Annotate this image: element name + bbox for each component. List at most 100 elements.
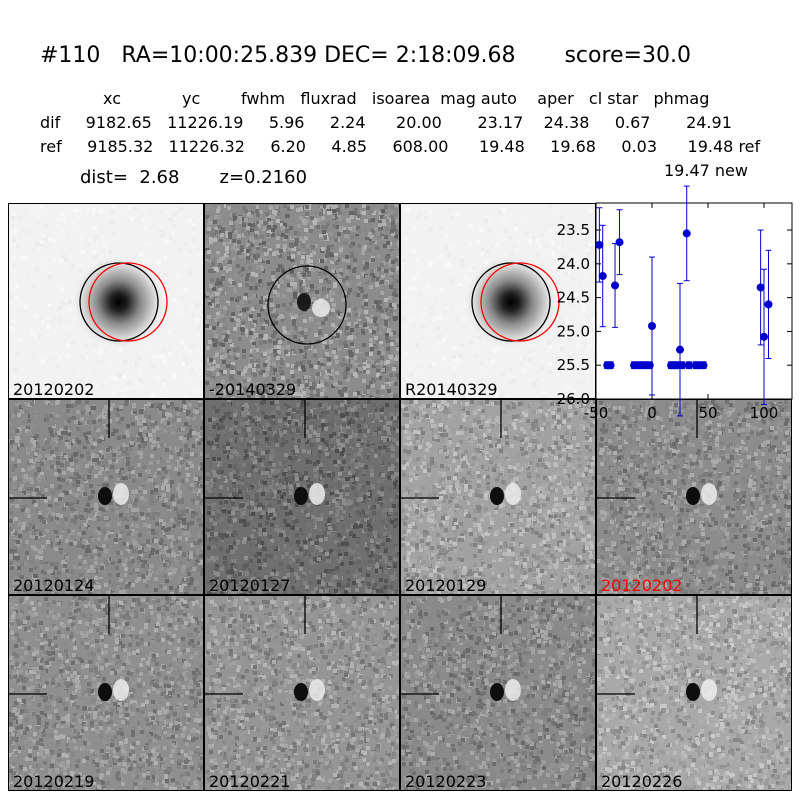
y-tick-label: 25.0	[557, 322, 590, 340]
noise-texture	[597, 596, 791, 790]
top-panel: R20140329	[400, 203, 596, 399]
stamp-date-label: 20120226	[601, 772, 683, 791]
data-point	[645, 361, 654, 370]
data-point	[764, 300, 773, 309]
noise-texture	[205, 400, 399, 594]
stamp-image	[205, 596, 399, 790]
y-tick-label: 24.5	[557, 289, 590, 307]
red-aperture-circle	[480, 262, 560, 342]
stamp-date-label: 20120221	[209, 772, 291, 791]
stamp-date-label: 20120127	[209, 576, 291, 595]
stamp-image	[401, 204, 595, 398]
red-aperture-circle	[88, 262, 168, 342]
stamp-image	[597, 596, 791, 790]
top-panel: 20120202	[8, 203, 204, 399]
noise-texture	[205, 596, 399, 790]
black-aperture-circle	[471, 262, 551, 342]
stamp-image	[9, 204, 203, 398]
stamp-image	[401, 400, 595, 594]
x-tick-label: 100	[750, 404, 779, 422]
noise-texture	[9, 400, 203, 594]
ref-row: ref 9185.32 11226.32 6.20 4.85 608.00 19…	[40, 137, 761, 156]
negative-residual	[98, 683, 112, 701]
positive-residual	[309, 483, 325, 505]
y-tick-label: 26.0	[557, 390, 590, 408]
data-point	[598, 271, 607, 280]
data-point	[699, 361, 708, 370]
difference-stamp: 20120221	[204, 595, 400, 791]
panel-date-label: -20140329	[209, 380, 297, 399]
stamp-image	[9, 400, 203, 594]
negative-residual	[297, 293, 311, 311]
data-point	[760, 332, 768, 341]
negative-residual	[490, 487, 504, 505]
galaxy-blob	[71, 254, 167, 350]
data-point	[682, 229, 691, 238]
data-point	[676, 345, 684, 354]
dist-z-line: dist= 2.68 z=0.2160	[80, 167, 308, 188]
stamp-image	[597, 400, 791, 594]
difference-stamp: 20120127	[204, 399, 400, 595]
black-aperture-circle	[79, 262, 159, 342]
dif-row: dif 9182.65 11226.19 5.96 2.24 20.00 23.…	[40, 113, 732, 132]
x-tick-label: 0	[647, 404, 657, 422]
difference-stamp: 20120219	[8, 595, 204, 791]
positive-residual	[309, 679, 325, 701]
column-header-row: xc yc fwhm fluxrad isoarea mag auto aper…	[103, 89, 710, 108]
light-curve-chart: 23.5 24.0 24.5 25.0 25.5 26.0-50 0 50 100	[557, 185, 793, 422]
negative-residual	[490, 683, 504, 701]
plot-frame	[595, 202, 793, 400]
data-point	[678, 361, 687, 370]
stamp-image	[401, 596, 595, 790]
positive-residual	[312, 299, 330, 317]
positive-residual	[505, 679, 521, 701]
new-mag-label: 19.47 new	[664, 161, 748, 180]
page-title: #110 RA=10:00:25.839 DEC= 2:18:09.68 sco…	[40, 43, 691, 68]
noise-texture	[205, 204, 399, 398]
difference-stamp: 20120124	[8, 399, 204, 595]
positive-residual	[113, 483, 129, 505]
positive-residual	[701, 483, 717, 505]
data-point	[615, 238, 624, 247]
data-point	[756, 283, 765, 292]
noise-texture	[401, 596, 595, 790]
black-aperture-circle	[267, 265, 347, 345]
panel-date-label: R20140329	[405, 380, 498, 399]
data-point	[648, 322, 656, 331]
negative-residual	[686, 487, 700, 505]
stamp-date-label: 20120124	[13, 576, 95, 595]
y-tick-label: 24.0	[557, 255, 590, 273]
stamp-date-label: 20120223	[405, 772, 487, 791]
top-panel: -20140329	[204, 203, 400, 399]
noise-texture	[9, 596, 203, 790]
difference-stamp: 20120226	[596, 595, 792, 791]
stamp-image	[205, 204, 399, 398]
y-tick-label: 25.5	[557, 356, 590, 374]
x-tick-label: 50	[698, 404, 717, 422]
stamp-date-label: 20120202	[601, 576, 683, 595]
negative-residual	[686, 683, 700, 701]
positive-residual	[505, 483, 521, 505]
stamp-image	[205, 400, 399, 594]
stamp-image	[9, 596, 203, 790]
stamp-date-label: 20120129	[405, 576, 487, 595]
negative-residual	[294, 487, 308, 505]
noise-texture	[401, 400, 595, 594]
galaxy-blob	[463, 254, 559, 350]
negative-residual	[98, 487, 112, 505]
negative-residual	[294, 683, 308, 701]
data-point	[595, 240, 604, 249]
positive-residual	[113, 679, 129, 701]
panel-date-label: 20120202	[13, 380, 95, 399]
data-point	[611, 281, 620, 290]
noise-texture	[597, 400, 791, 594]
x-tick-label: -50	[584, 404, 609, 422]
positive-residual	[701, 679, 717, 701]
difference-stamp: 20120202	[596, 399, 792, 595]
y-tick-label: 23.5	[557, 221, 590, 239]
difference-stamp: 20120129	[400, 399, 596, 595]
data-point	[684, 361, 693, 370]
data-point	[606, 361, 615, 370]
stamp-date-label: 20120219	[13, 772, 95, 791]
difference-stamp: 20120223	[400, 595, 596, 791]
